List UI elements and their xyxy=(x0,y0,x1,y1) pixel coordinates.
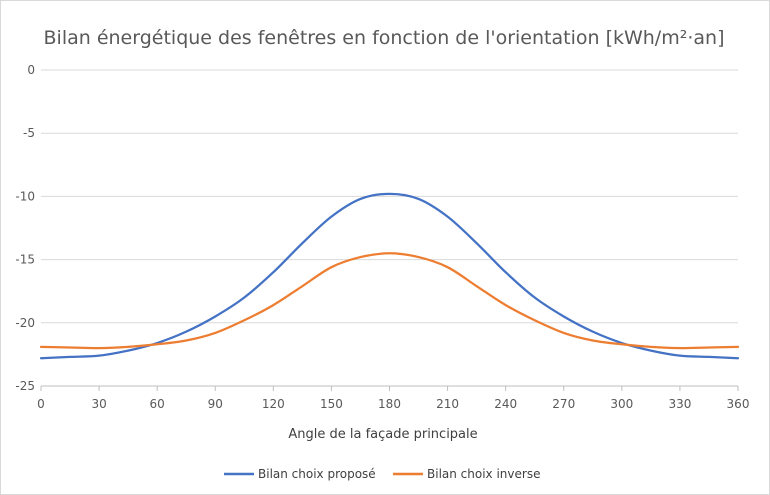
chart-title: Bilan énergétique des fenêtres en foncti… xyxy=(44,27,725,49)
x-tick-label: 270 xyxy=(552,397,575,411)
x-tick-label: 0 xyxy=(37,397,45,411)
x-axis-ticks: 0 30 60 90 120 150 180 210 240 270 300 330 360 xyxy=(37,386,749,411)
y-tick-label: 0 xyxy=(27,63,35,77)
x-tick-label: 180 xyxy=(378,397,401,411)
x-tick-label: 330 xyxy=(668,397,691,411)
series-lines xyxy=(39,192,740,360)
x-tick-label: 60 xyxy=(150,397,165,411)
series-line-2 xyxy=(39,252,740,350)
y-tick-label: -15 xyxy=(15,253,35,267)
y-tick-label: -25 xyxy=(15,379,35,393)
x-tick-label: 240 xyxy=(494,397,517,411)
x-tick-label: 120 xyxy=(262,397,285,411)
x-tick-label: 210 xyxy=(436,397,459,411)
x-tick-label: 90 xyxy=(208,397,223,411)
y-tick-label: -10 xyxy=(15,189,35,203)
x-tick-label: 360 xyxy=(727,397,750,411)
y-axis-ticks: 0 -5 -10 -15 -20 -25 xyxy=(15,63,35,393)
legend-label: Bilan choix inverse xyxy=(427,467,540,481)
legend-label: Bilan choix proposé xyxy=(258,467,376,481)
gridlines xyxy=(41,69,738,387)
series-line-1 xyxy=(39,192,740,360)
x-tick-label: 30 xyxy=(91,397,106,411)
x-axis-label: Angle de la façade principale xyxy=(288,427,477,442)
x-tick-label: 300 xyxy=(610,397,633,411)
legend: Bilan choix proposé Bilan choix inverse xyxy=(224,467,540,481)
x-tick-label: 150 xyxy=(320,397,343,411)
y-tick-label: -20 xyxy=(15,316,35,330)
y-tick-label: -5 xyxy=(23,126,35,140)
